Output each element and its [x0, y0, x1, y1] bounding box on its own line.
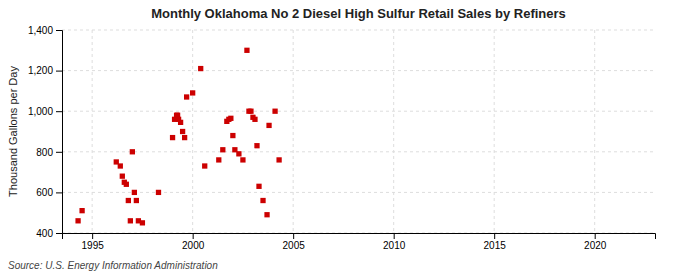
point: [260, 198, 265, 203]
tick-label: 600: [36, 187, 53, 198]
tick-mark: [56, 30, 62, 31]
tick-mark: [595, 233, 596, 239]
tick-label: 1995: [82, 240, 105, 251]
axis-line: [63, 234, 656, 240]
tick-mark: [494, 233, 495, 239]
tick-mark: [56, 192, 62, 193]
point: [120, 174, 125, 179]
tick: 1,400: [28, 25, 62, 36]
y-axis-title: Thousand Gallons per Day: [7, 66, 19, 197]
tick: 1,000: [28, 106, 62, 117]
grid-line: [92, 30, 93, 233]
point: [272, 109, 277, 114]
tick: 1,200: [28, 65, 62, 76]
tick: 600: [36, 187, 62, 198]
annotation: Source: U.S. Energy Information Administ…: [8, 260, 218, 271]
tick: 2000: [182, 233, 205, 251]
tick-label: 2000: [182, 240, 205, 251]
axis-line: [56, 31, 63, 234]
tick-label: 2015: [484, 240, 507, 251]
tick-label: 1,400: [28, 25, 53, 36]
grid-line: [293, 30, 294, 233]
point: [170, 135, 175, 140]
point: [182, 135, 187, 140]
tick-label: 800: [36, 147, 53, 158]
point: [128, 218, 133, 223]
grid-line: [494, 30, 495, 233]
grid-line: [62, 192, 655, 193]
tick: 1995: [82, 233, 105, 251]
tick-mark: [56, 233, 62, 234]
grid-line: [62, 30, 655, 31]
point: [156, 190, 161, 195]
point: [79, 208, 84, 213]
y-axis: 400 600 800 1,000 1,200 1,400: [28, 25, 63, 239]
point: [252, 117, 257, 122]
tick-label: 2020: [584, 240, 607, 251]
point: [220, 147, 225, 152]
tick: 400: [36, 228, 62, 239]
grid-line: [393, 30, 394, 233]
tick-label: 400: [36, 228, 53, 239]
tick: 2005: [283, 233, 306, 251]
point: [216, 157, 221, 162]
tick-mark: [394, 233, 395, 239]
title: Monthly Oklahoma No 2 Diesel High Sulfur…: [151, 6, 566, 21]
grid-line: [62, 151, 655, 152]
point: [180, 129, 185, 134]
tick-mark: [56, 71, 62, 72]
point: [248, 109, 253, 114]
tick-mark: [293, 233, 294, 239]
tick-mark: [193, 233, 194, 239]
tick: 800: [36, 147, 62, 158]
point: [184, 94, 189, 99]
point: [134, 198, 139, 203]
point: [140, 220, 145, 225]
point: [178, 120, 183, 125]
tick-label: 1,000: [28, 106, 53, 117]
points: [75, 48, 281, 226]
grid-line: [192, 30, 193, 233]
point: [276, 157, 281, 162]
point: [124, 182, 129, 187]
point: [244, 48, 249, 53]
tick: 2015: [484, 233, 507, 251]
point: [118, 163, 123, 168]
point: [254, 143, 259, 148]
point: [190, 90, 195, 95]
point: [236, 151, 241, 156]
point: [256, 184, 261, 189]
tick: 2010: [383, 233, 406, 251]
tick-label: 2010: [383, 240, 406, 251]
tick-mark: [56, 111, 62, 112]
point: [75, 218, 80, 223]
grid-line: [594, 30, 595, 233]
tick-label: 1,200: [28, 65, 53, 76]
point: [266, 123, 271, 128]
point: [228, 116, 233, 121]
point: [264, 212, 269, 217]
point: [198, 66, 203, 71]
tick-label: 2005: [283, 240, 306, 251]
point: [240, 157, 245, 162]
grid-line: [62, 111, 655, 112]
grid: [62, 30, 655, 233]
tick-mark: [56, 152, 62, 153]
x-axis: 1995 2000 2005 2010 2015 2020: [63, 233, 656, 251]
point: [230, 133, 235, 138]
grid-line: [62, 70, 655, 71]
tick-mark: [92, 233, 93, 239]
point: [130, 149, 135, 154]
point: [126, 198, 131, 203]
plot: 1995 2000 2005 2010 2015 2020 400 600 800 1,000 1,…: [28, 25, 656, 251]
chart: 1995 2000 2005 2010 2015 2020 400 600 800 1,000 1,…: [0, 0, 675, 275]
point: [202, 163, 207, 168]
tick: 2020: [584, 233, 607, 251]
point: [132, 190, 137, 195]
